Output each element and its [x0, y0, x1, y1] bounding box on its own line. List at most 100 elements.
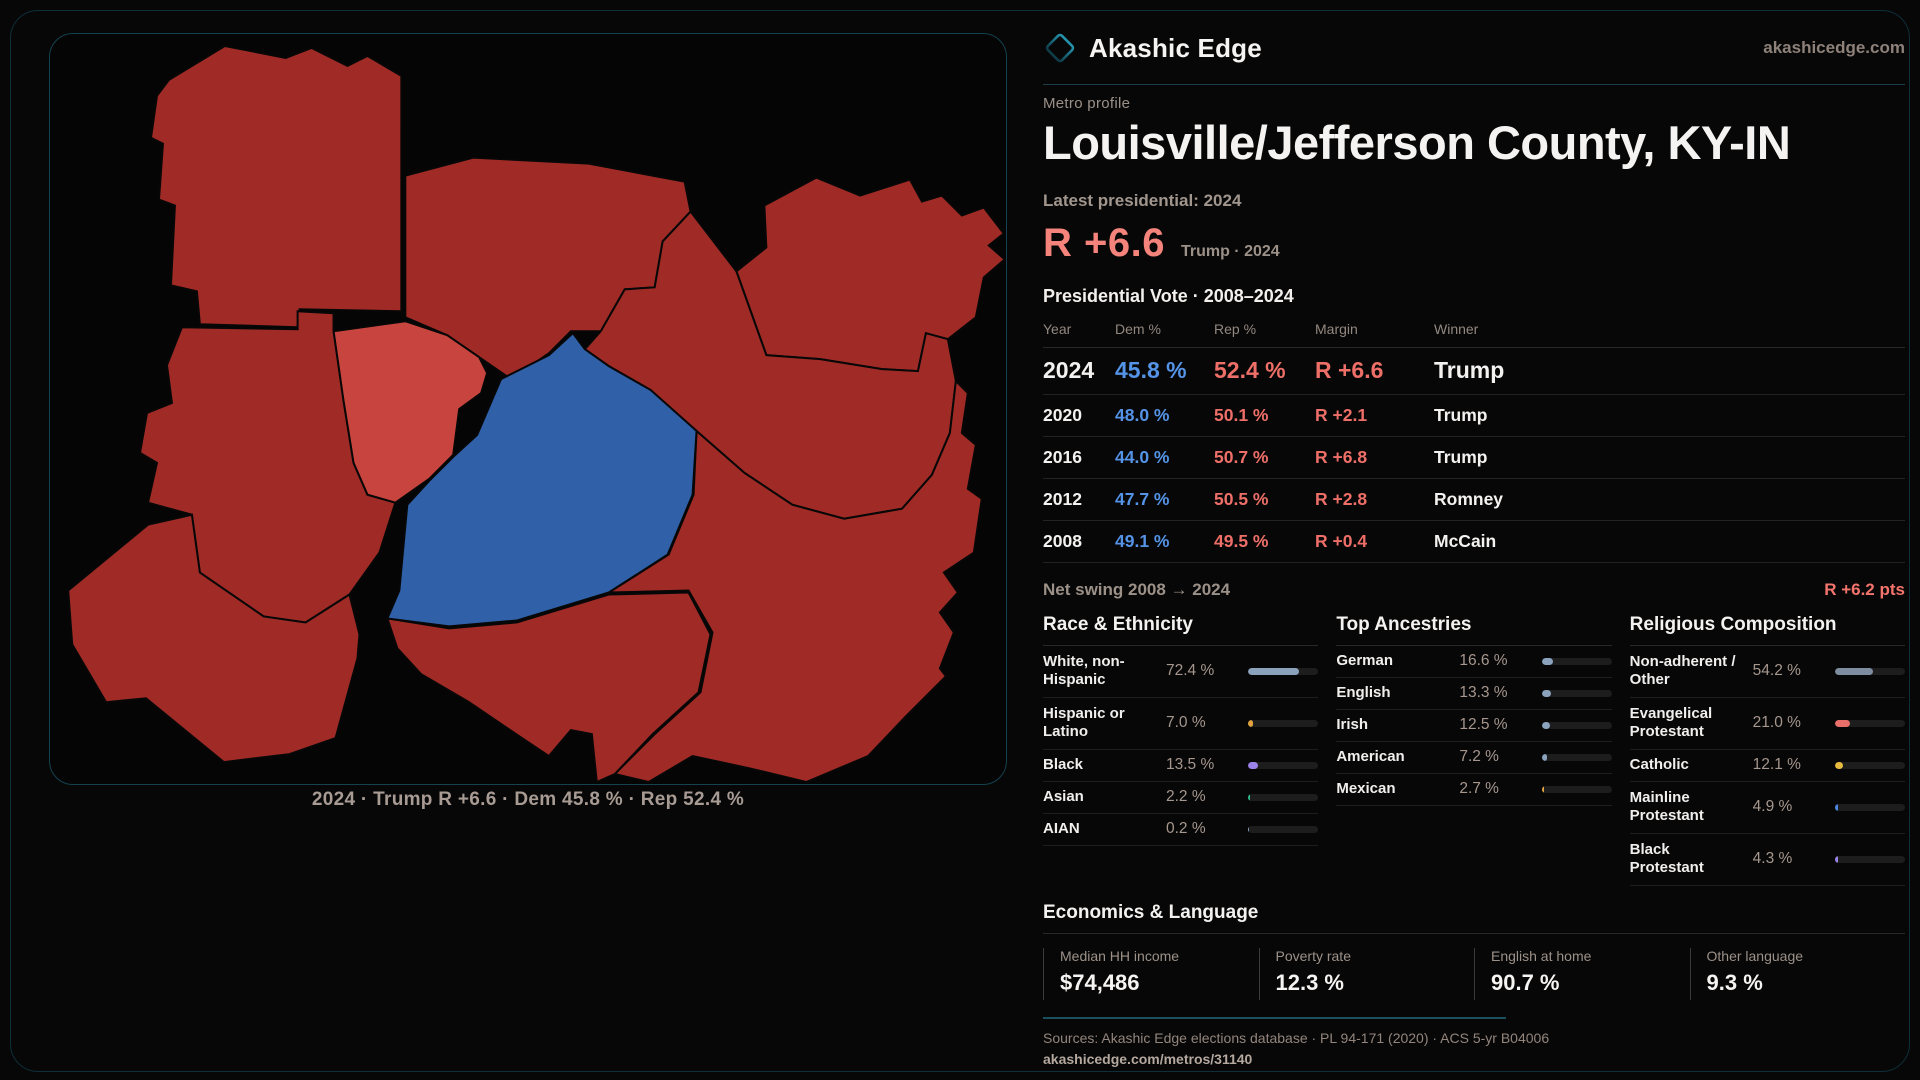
table-row: 2008 49.1 % 49.5 % R +0.4 McCain	[1043, 521, 1905, 563]
cell-margin: R +6.6	[1315, 357, 1384, 384]
latest-presidential-label: Latest presidential: 2024	[1043, 190, 1242, 210]
list-item: American 7.2 %	[1336, 742, 1612, 774]
table-row: 2012 47.7 % 50.5 % R +2.8 Romney	[1043, 479, 1905, 521]
col-dem: Dem %	[1115, 320, 1161, 337]
cell-year: 2016	[1043, 446, 1082, 467]
vote-table-header: Year Dem % Rep % Margin Winner	[1043, 321, 1905, 348]
cell-winner: McCain	[1434, 530, 1497, 551]
cell-rep: 52.4 %	[1214, 357, 1286, 384]
metro-profile-panel: Akashic Edge akashicedge.com Metro profi…	[1043, 28, 1905, 1067]
cell-winner: Trump	[1434, 357, 1505, 384]
cell-dem: 45.8 %	[1115, 357, 1187, 384]
panel-title: Race & Ethnicity	[1043, 614, 1319, 646]
cell-year: 2012	[1043, 488, 1082, 509]
list-item: Non-adherent / Other 54.2 %	[1629, 646, 1905, 698]
col-rep: Rep %	[1214, 320, 1257, 337]
cell-winner: Trump	[1434, 446, 1488, 467]
percent-bar	[1248, 667, 1319, 675]
panel-top-ancestries: Top Ancestries German 16.6 % English 13.…	[1336, 614, 1612, 886]
list-item: Mexican 2.7 %	[1336, 774, 1612, 806]
cell-rep: 50.7 %	[1214, 446, 1269, 467]
cell-margin: R +0.4	[1315, 530, 1368, 551]
percent-bar	[1541, 721, 1612, 729]
headline-margin-value: R +6.6	[1043, 220, 1165, 265]
county-central-jefferson	[385, 331, 698, 628]
percent-bar	[1541, 689, 1612, 697]
percent-bar	[1248, 825, 1319, 833]
page-title: Louisville/Jefferson County, KY-IN	[1043, 116, 1791, 169]
cell-dem: 44.0 %	[1115, 446, 1170, 467]
col-winner: Winner	[1434, 320, 1479, 337]
metro-permalink[interactable]: akashicedge.com/metros/31140	[1043, 1050, 1253, 1067]
county-top-right	[735, 176, 1006, 373]
panel-title: Top Ancestries	[1336, 614, 1612, 646]
percent-bar	[1835, 855, 1905, 863]
cell-rep: 50.5 %	[1214, 488, 1269, 509]
vote-table: Year Dem % Rep % Margin Winner 2024 45.8…	[1043, 321, 1905, 563]
panel-religious-composition: Religious Composition Non-adherent / Oth…	[1629, 614, 1905, 886]
list-item: Black 13.5 %	[1043, 750, 1319, 782]
percent-bar	[1248, 793, 1319, 801]
county-map-card	[49, 33, 1007, 785]
economics-title: Economics & Language	[1043, 902, 1905, 934]
cell-margin: R +2.1	[1315, 404, 1368, 425]
list-item: Hispanic or Latino 7.0 %	[1043, 698, 1319, 750]
demographic-panels: Race & Ethnicity White, non-Hispanic 72.…	[1043, 614, 1905, 886]
brand-site-link[interactable]: akashicedge.com	[1763, 38, 1905, 57]
list-item: AIAN 0.2 %	[1043, 814, 1319, 846]
cell-dem: 48.0 %	[1115, 404, 1170, 425]
table-row: 2020 48.0 % 50.1 % R +2.1 Trump	[1043, 395, 1905, 437]
list-item: Catholic 12.1 %	[1629, 750, 1905, 782]
panel-title: Religious Composition	[1629, 614, 1905, 646]
county-shapes	[67, 44, 1006, 784]
cell-winner: Trump	[1434, 404, 1488, 425]
table-row: 2024 45.8 % 52.4 % R +6.6 Trump	[1043, 348, 1905, 395]
col-margin: Margin	[1315, 320, 1358, 337]
net-swing-label: Net swing 2008 → 2024	[1043, 579, 1231, 599]
footer-divider	[1043, 1016, 1506, 1019]
cell-rep: 50.1 %	[1214, 404, 1269, 425]
percent-bar	[1541, 753, 1612, 761]
economics-stats: Median HH income $74,486 Poverty rate 12…	[1043, 947, 1906, 1000]
cell-year: 2008	[1043, 530, 1082, 551]
diamond-logo-icon	[1045, 33, 1075, 63]
cell-year: 2020	[1043, 404, 1082, 425]
list-item: Black Protestant 4.3 %	[1629, 834, 1905, 886]
brand-name: Akashic Edge	[1089, 32, 1262, 63]
cell-margin: R +6.8	[1315, 446, 1368, 467]
stat-cell: Poverty rate 12.3 %	[1258, 947, 1475, 1000]
percent-bar	[1248, 719, 1319, 727]
county-southeast	[605, 378, 983, 784]
county-map	[67, 44, 1006, 784]
headline-margin-context: Trump · 2024	[1180, 242, 1280, 260]
map-caption: 2024 · Trump R +6.6 · Dem 45.8 % · Rep 5…	[311, 789, 745, 810]
list-item: White, non-Hispanic 72.4 %	[1043, 646, 1319, 698]
vote-table-title: Presidential Vote · 2008–2024	[1043, 285, 1294, 306]
percent-bar	[1835, 761, 1905, 769]
brand-row: Akashic Edge akashicedge.com	[1043, 28, 1905, 68]
list-item: Asian 2.2 %	[1043, 782, 1319, 814]
list-item: Evangelical Protestant 21.0 %	[1629, 698, 1905, 750]
stat-cell: English at home 90.7 %	[1474, 947, 1690, 1000]
percent-bar	[1835, 803, 1905, 811]
header-divider	[1043, 84, 1905, 85]
sources-text: Sources: Akashic Edge elections database…	[1043, 1029, 1550, 1046]
cell-dem: 49.1 %	[1115, 530, 1170, 551]
stat-cell: Median HH income $74,486	[1043, 947, 1259, 1000]
list-item: German 16.6 %	[1336, 646, 1612, 678]
panel-race-ethnicity: Race & Ethnicity White, non-Hispanic 72.…	[1043, 614, 1319, 886]
net-swing-row: Net swing 2008 → 2024 R +6.2 pts	[1043, 563, 1905, 600]
percent-bar	[1248, 761, 1319, 769]
list-item: English 13.3 %	[1336, 678, 1612, 710]
list-item: Mainline Protestant 4.9 %	[1629, 782, 1905, 834]
percent-bar	[1835, 719, 1905, 727]
stat-cell: Other language 9.3 %	[1689, 947, 1906, 1000]
table-row: 2016 44.0 % 50.7 % R +6.8 Trump	[1043, 437, 1905, 479]
cell-year: 2024	[1043, 357, 1095, 384]
cell-winner: Romney	[1434, 488, 1504, 509]
eyebrow-label: Metro profile	[1043, 95, 1131, 112]
cell-rep: 49.5 %	[1214, 530, 1269, 551]
county-southwest	[67, 513, 361, 764]
headline-margin-row: R +6.6 Trump · 2024	[1043, 221, 1905, 266]
percent-bar	[1541, 657, 1612, 665]
